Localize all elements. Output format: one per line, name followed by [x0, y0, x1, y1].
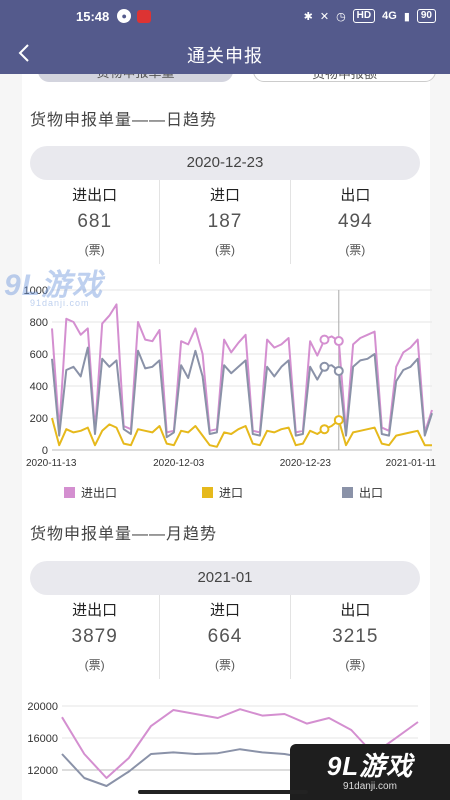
legend-label: 进口 — [219, 486, 244, 500]
y-tick-label: 20000 — [27, 701, 58, 713]
daily-date-picker[interactable]: 2020-12-23 — [30, 146, 420, 180]
stat-label: 进出口 — [72, 602, 118, 619]
x-tick-label: 2020-12-03 — [153, 458, 205, 469]
chart-legend: 进出口 进口 出口 — [22, 484, 432, 504]
corner-watermark: 9L游戏 91danji.com — [290, 744, 450, 800]
legend-item-total[interactable]: 进出口 — [64, 484, 117, 501]
stat-label: 出口 — [340, 187, 371, 204]
legend-label: 出口 — [359, 486, 384, 500]
bluetooth-icon: ✱ — [303, 10, 313, 23]
stat-label: 出口 — [340, 602, 371, 619]
watermark-logo: 9L游戏 91danji.com — [4, 260, 103, 308]
monthly-section-title: 货物申报单量——月趋势 — [30, 526, 218, 543]
home-indicator[interactable] — [138, 790, 308, 794]
monthly-stat-export: 出口 3215 (票) — [289, 595, 420, 679]
monthly-stats: 进出口 3879 (票) 进口 664 (票) 出口 3215 (票) — [30, 595, 420, 679]
back-arrow-icon[interactable] — [14, 42, 36, 64]
series-line-1 — [61, 708, 419, 779]
series-point-2 — [319, 424, 330, 435]
y-tick-label: 16000 — [27, 733, 58, 745]
stat-value: 494 — [337, 211, 373, 232]
network-label: 4G — [382, 10, 397, 22]
tab-bar: 货物申报单量 货物申报额 — [38, 74, 436, 82]
status-bar: 15:48 ● ✱ ✕ ◷ HD 4G ▮ 90 — [0, 0, 450, 32]
battery-indicator: 90 — [416, 9, 436, 23]
y-tick-label: 400 — [30, 381, 48, 393]
stat-unit: (票) — [345, 243, 366, 257]
page-title: 通关申报 — [187, 46, 263, 66]
series-line-1 — [51, 303, 433, 434]
corner-watermark-site: 91danji.com — [343, 781, 397, 792]
legend-swatch — [342, 487, 353, 498]
series-line-3 — [51, 346, 433, 439]
app-bar: 通关申报 — [0, 32, 450, 74]
stat-unit: (票) — [214, 243, 235, 257]
daily-stat-total: 进出口 681 (票) — [30, 180, 159, 264]
stat-value: 3215 — [332, 626, 379, 647]
watermark-site: 91danji.com — [30, 298, 90, 308]
stat-label: 进口 — [209, 187, 240, 204]
stat-label: 进口 — [209, 602, 240, 619]
x-tick-label: 2020-12-23 — [280, 458, 332, 469]
stat-unit: (票) — [345, 658, 366, 672]
series-point-3 — [333, 365, 344, 376]
main-content: 货物申报单量 货物申报额 货物申报单量——日趋势 2020-12-23 进出口 … — [0, 74, 450, 800]
y-tick-label: 1000 — [24, 285, 48, 297]
corner-watermark-logo: 9L游戏 — [326, 751, 414, 781]
message-icon: ● — [117, 9, 132, 23]
daily-trend-chart[interactable]: 0 200 400 600 800 1000 2020-11-13 2020-12-03 202… — [22, 278, 440, 478]
legend-label: 进出口 — [81, 486, 118, 500]
x-tick-label: 2020-11-13 — [26, 458, 77, 469]
monthly-stat-total: 进出口 3879 (票) — [30, 595, 159, 679]
legend-swatch — [202, 487, 213, 498]
x-tick-label: 2021-01-11 — [386, 458, 437, 469]
series-point-1 — [333, 336, 344, 347]
monthly-stat-import: 进口 664 (票) — [159, 595, 289, 679]
series-point-1 — [319, 334, 330, 345]
daily-stat-export: 出口 494 (票) — [289, 180, 420, 264]
y-tick-label: 200 — [30, 413, 48, 425]
legend-swatch — [64, 487, 75, 498]
watermark-text: 9L游戏 — [4, 269, 104, 302]
y-tick-label: 600 — [30, 349, 48, 361]
daily-section-title: 货物申报单量——日趋势 — [30, 112, 218, 129]
y-tick-label: 12000 — [27, 765, 58, 777]
series-point-2 — [333, 415, 344, 426]
tab-declaration-count[interactable]: 货物申报单量 — [38, 74, 233, 82]
daily-stat-import: 进口 187 (票) — [159, 180, 289, 264]
legend-item-import[interactable]: 进口 — [202, 484, 243, 501]
stat-value: 681 — [77, 211, 113, 232]
monthly-date-picker[interactable]: 2021-01 — [30, 561, 420, 595]
mute-icon: ✕ — [319, 10, 330, 23]
series-point-3 — [319, 361, 330, 372]
stat-unit: (票) — [84, 243, 105, 257]
status-time: 15:48 — [76, 8, 110, 24]
series-line-2 — [51, 417, 432, 448]
stat-value: 187 — [207, 211, 243, 232]
signal-icon: ▮ — [403, 10, 410, 23]
stat-unit: (票) — [214, 658, 235, 672]
stat-value: 3879 — [71, 626, 118, 647]
alarm-icon: ◷ — [336, 10, 346, 23]
stat-label: 进出口 — [72, 187, 118, 204]
daily-stats: 进出口 681 (票) 进口 187 (票) 出口 494 (票) — [30, 180, 420, 264]
y-tick-label: 0 — [42, 445, 48, 457]
hd-icon: HD — [352, 9, 376, 23]
stat-value: 664 — [207, 626, 243, 647]
stat-unit: (票) — [84, 658, 105, 672]
legend-item-export[interactable]: 出口 — [342, 484, 383, 501]
app-notification-icon — [137, 9, 152, 23]
tab-declaration-amount[interactable]: 货物申报额 — [253, 74, 436, 82]
y-tick-label: 800 — [30, 317, 48, 329]
